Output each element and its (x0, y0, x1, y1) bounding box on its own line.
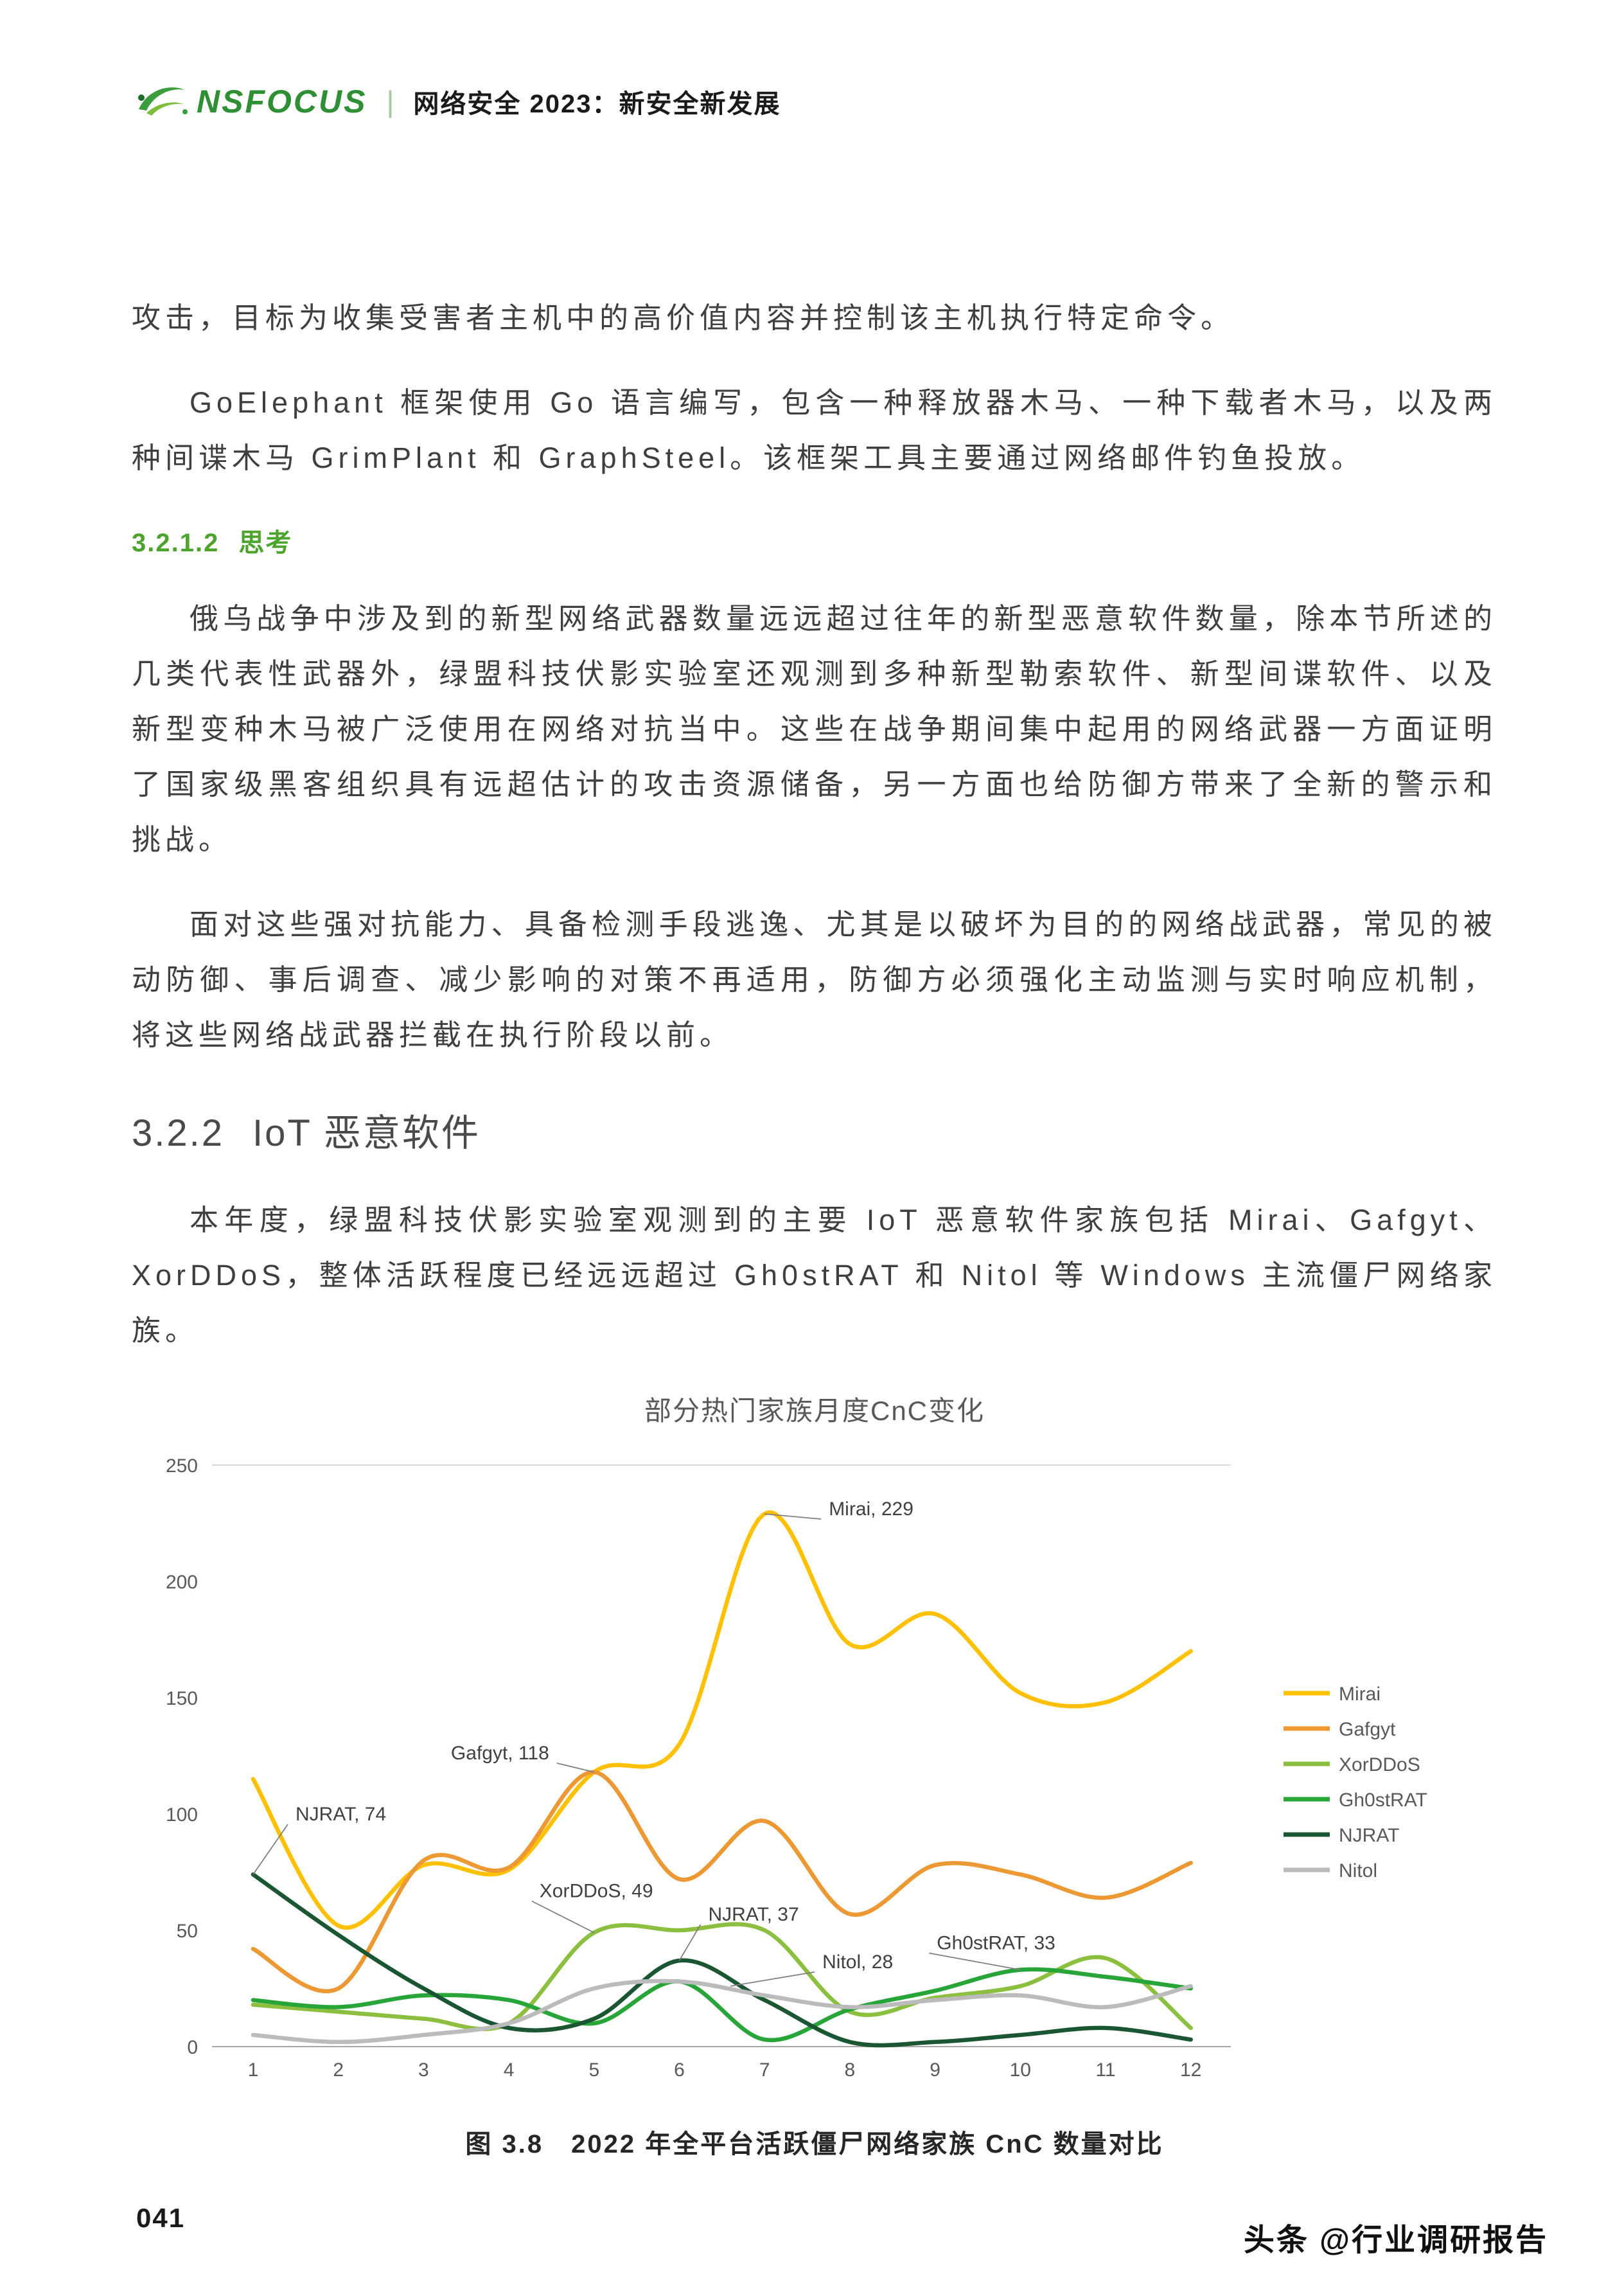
x-axis-tick: 8 (845, 2059, 856, 2081)
section-title: 思考 (238, 529, 293, 557)
x-axis-tick: 11 (1095, 2059, 1115, 2081)
section-number: 3.2.1.2 (132, 529, 220, 557)
legend-label-Gh0stRAT: Gh0stRAT (1339, 1790, 1427, 1811)
annotation-label: Nitol, 28 (822, 1952, 893, 1973)
chart-title: 部分热门家族月度CnC变化 (644, 1396, 985, 1426)
section-title: IoT 恶意软件 (252, 1112, 481, 1154)
paragraph-attack: 攻击，目标为收集受害者主机中的高价值内容并控制该主机执行特定命令。 (132, 301, 1235, 334)
section-number: 3.2.2 (132, 1112, 224, 1154)
annotation-leader (929, 1952, 1021, 1971)
y-axis-tick: 0 (187, 2037, 198, 2058)
legend-label-Mirai: Mirai (1339, 1684, 1381, 1705)
annotation-label: Mirai, 229 (829, 1498, 914, 1520)
legend-label-Gafgyt: Gafgyt (1339, 1719, 1396, 1740)
x-axis-tick: 1 (248, 2059, 259, 2081)
y-axis-tick: 250 (166, 1455, 198, 1477)
series-line-Nitol (251, 1978, 1193, 2045)
series-group (251, 1510, 1193, 2048)
watermark: 头条 @行业调研报告 (1243, 2223, 1548, 2257)
x-axis-tick: 7 (759, 2059, 770, 2081)
paragraph-iot-intro: 本年度，绿盟科技伏影实验室观测到的主要 IoT 恶意软件家族包括 Mirai、G… (132, 1204, 1497, 1347)
x-axis-tick: 4 (504, 2059, 515, 2081)
annotation-label: Gh0stRAT, 33 (937, 1933, 1055, 1954)
legend-label-NJRAT: NJRAT (1339, 1825, 1399, 1846)
series-line-Gh0stRAT (251, 1967, 1193, 2043)
paragraph-goelephant: GoElephant 框架使用 Go 语言编写，包含一种释放器木马、一种下载者木… (132, 386, 1497, 474)
series-line-NJRAT (251, 1872, 1193, 2048)
series-line-Gafgyt (251, 1770, 1193, 1994)
header-separator: | (386, 85, 394, 118)
x-axis-tick: 5 (588, 2059, 599, 2081)
x-axis-tick: 2 (333, 2059, 344, 2081)
x-axis-tick: 12 (1180, 2059, 1201, 2081)
x-axis-tick: 10 (1010, 2059, 1031, 2081)
paragraph-reflection-2: 面对这些强对抗能力、具备检测手段逃逸、尤其是以破坏为目的的网络战武器，常见的被动… (132, 908, 1497, 1051)
x-axis-tick: 6 (674, 2059, 685, 2081)
cnc-line-chart: 0 50 100 150 200 250 1 2 3 4 5 6 7 8 9 10 11 12 Mirai Gafgy… (140, 1436, 1489, 2108)
y-axis-tick: 150 (166, 1688, 198, 1709)
paragraph-reflection-1: 俄乌战争中涉及到的新型网络武器数量远远超过往年的新型恶意软件数量，除本节所述的几… (132, 602, 1497, 856)
nsfocus-logo-icon (138, 87, 188, 116)
y-axis-tick: 200 (166, 1572, 198, 1593)
legend-label-XorDDoS: XorDDoS (1339, 1754, 1420, 1775)
annotation-label: NJRAT, 74 (296, 1804, 386, 1825)
legend-label-Nitol: Nitol (1339, 1860, 1377, 1881)
annotation-label: XorDDoS, 49 (540, 1881, 653, 1902)
y-axis-tick: 100 (166, 1804, 198, 1826)
annotation-label: NJRAT, 37 (709, 1904, 799, 1925)
x-axis-tick: 3 (418, 2059, 429, 2081)
annotation-leader (556, 1762, 595, 1773)
page-header: NSFOCUS | 网络安全 2023：新安全新发展 (134, 82, 781, 121)
annotation-leader (678, 1924, 702, 1961)
nsfocus-logo-text: NSFOCUS (197, 84, 367, 120)
annotation-leader (764, 1513, 822, 1520)
section-heading-322: 3.2.2 IoT 恶意软件 (132, 1103, 1497, 1157)
annotation-label: Gafgyt, 118 (451, 1743, 549, 1764)
y-axis-tick: 50 (177, 1921, 198, 1942)
page-number: 041 (136, 2203, 186, 2233)
series-line-XorDDoS (251, 1922, 1193, 2031)
header-title: 网络安全 2023：新安全新发展 (413, 90, 781, 118)
page-content: 攻击，目标为收集受害者主机中的高价值内容并控制该主机执行特定命令。 GoElep… (132, 290, 1497, 2160)
figure-caption: 图 3.8 2022 年全平台活跃僵尸网络家族 CnC 数量对比 (465, 2130, 1164, 2158)
annotation-leader (252, 1824, 288, 1875)
annotation-leader (531, 1900, 595, 1934)
cnc-chart-figure: 部分热门家族月度CnC变化 0 50 100 150 200 250 1 2 3 4 5 6 7 8 9 10… (140, 1389, 1489, 2160)
x-axis-tick: 9 (930, 2059, 940, 2081)
series-line-Mirai (251, 1510, 1193, 1930)
section-heading-3212: 3.2.1.2 思考 (132, 522, 1497, 559)
annotation-leader (730, 1971, 815, 1987)
nsfocus-logo: NSFOCUS (134, 82, 367, 121)
